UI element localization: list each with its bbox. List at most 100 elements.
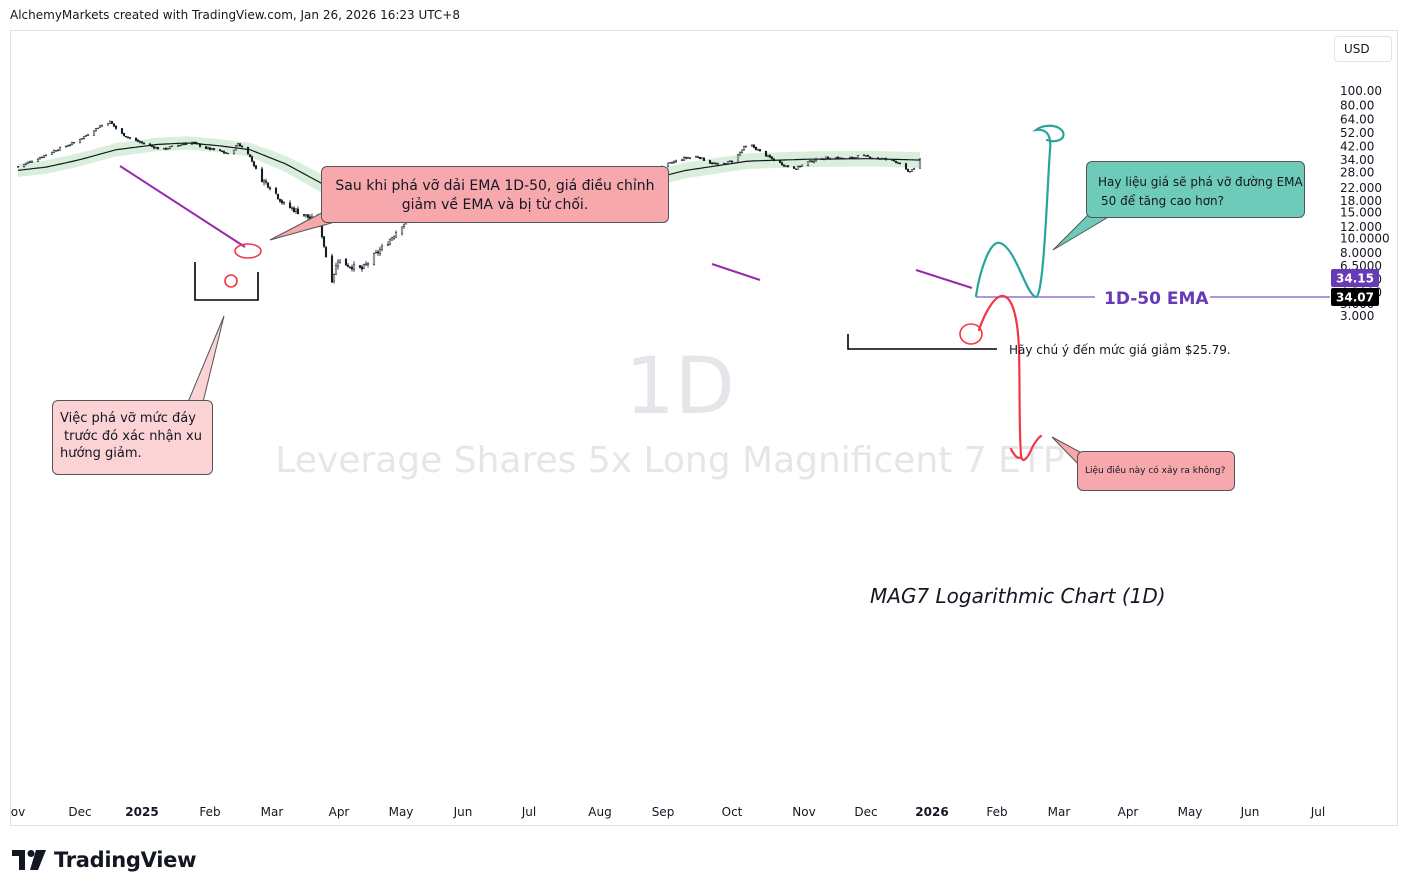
- candle: [866, 154, 870, 157]
- price-tick-2: 64.00: [1340, 113, 1374, 127]
- tradingview-logo[interactable]: TradingView: [12, 848, 196, 872]
- time-tick-13: Dec: [854, 805, 877, 819]
- candle: [332, 273, 336, 284]
- candle: [810, 160, 814, 163]
- time-axis[interactable]: ov Dec 2025 Feb Mar Apr May Jun Jul Aug Sep Oct Nov D…: [11, 805, 1325, 819]
- candle: [738, 151, 742, 157]
- trendlines: [119, 165, 973, 289]
- candle: [364, 261, 368, 267]
- time-tick-12: Nov: [792, 805, 815, 819]
- candle: [204, 146, 208, 149]
- candle: [754, 146, 758, 151]
- candle: [40, 156, 44, 159]
- candle: [394, 230, 398, 238]
- candle: [348, 266, 352, 269]
- candle: [224, 152, 228, 154]
- candle: [56, 149, 60, 152]
- candle: [152, 145, 156, 150]
- candle: [392, 235, 396, 241]
- candle: [260, 166, 264, 183]
- candle: [80, 138, 84, 140]
- candle: [66, 144, 70, 147]
- candle: [682, 156, 686, 162]
- time-tick-2: 2025: [125, 805, 158, 819]
- candle: [680, 158, 684, 162]
- candle: [386, 241, 390, 246]
- candle: [164, 147, 168, 151]
- support-lines: [194, 262, 997, 350]
- price-tick-5: 34.00: [1340, 153, 1374, 167]
- candle: [904, 162, 908, 170]
- callout-pink: Liệu điều này có xảy ra không?: [1077, 451, 1235, 491]
- candle: [278, 198, 282, 203]
- candle: [740, 149, 744, 154]
- candle: [338, 259, 342, 264]
- candle: [290, 206, 294, 211]
- candle: [742, 145, 746, 151]
- candle: [250, 155, 254, 163]
- candle: [304, 214, 308, 218]
- candle: [246, 146, 250, 155]
- candle: [206, 146, 210, 150]
- price-tick-7: 22.000: [1340, 181, 1382, 195]
- trendline-1: [119, 165, 246, 248]
- candle: [864, 154, 868, 157]
- currency-button[interactable]: USD: [1334, 36, 1392, 62]
- candle: [218, 148, 222, 152]
- candle: [266, 182, 270, 189]
- callout-teal-line2: 50 để tăng cao hơn?: [1101, 194, 1225, 208]
- watermark-symbol: Leverage Shares 5x Long Magnificent 7 ET…: [275, 440, 1064, 481]
- candle: [744, 145, 748, 148]
- time-tick-9: Aug: [588, 805, 611, 819]
- candle: [24, 162, 28, 166]
- candle: [782, 164, 786, 168]
- candle: [138, 140, 142, 144]
- trendline-2: [711, 263, 761, 281]
- candle: [222, 150, 226, 155]
- candle: [162, 147, 166, 150]
- candle: [82, 136, 86, 140]
- candle: [22, 163, 26, 168]
- candle: [44, 154, 48, 157]
- candle: [16, 166, 20, 168]
- candle: [156, 146, 160, 150]
- candle: [910, 168, 914, 172]
- price-tick-0: 100.00: [1340, 84, 1382, 98]
- time-tick-19: Jun: [1240, 805, 1260, 819]
- tradingview-logo-icon: [12, 850, 46, 870]
- candle: [764, 150, 768, 157]
- candle: [126, 136, 130, 139]
- candle: [668, 162, 672, 164]
- price-tick-11: 10.0000: [1340, 232, 1390, 246]
- candle: [698, 156, 702, 160]
- time-tick-10: Sep: [652, 805, 675, 819]
- candle: [806, 161, 810, 167]
- support-line-1: [194, 262, 259, 301]
- candle: [140, 140, 144, 144]
- candle: [708, 159, 712, 164]
- candle: [786, 165, 790, 168]
- candle: [344, 258, 348, 266]
- candle: [268, 186, 272, 191]
- candle: [770, 156, 774, 161]
- candle: [128, 137, 132, 140]
- price-tick-6: 28.00: [1340, 166, 1374, 180]
- callout-left-line2: trước đó xác nhận xu: [64, 428, 202, 444]
- candle: [912, 167, 916, 171]
- candle: [798, 165, 802, 168]
- candle: [120, 128, 124, 134]
- callout-left: Việc phá vỡ mức đáy trước đó xác nhận xu…: [52, 400, 213, 475]
- candle: [100, 124, 104, 127]
- candle: [716, 162, 720, 165]
- candle: [72, 141, 76, 144]
- candle: [170, 145, 174, 148]
- candle: [248, 154, 252, 158]
- candle: [374, 249, 378, 254]
- candle: [64, 145, 68, 148]
- candle: [26, 161, 30, 164]
- candle: [68, 143, 72, 147]
- breakdown-circle: [224, 274, 238, 288]
- candle: [112, 123, 116, 128]
- candle: [756, 148, 760, 151]
